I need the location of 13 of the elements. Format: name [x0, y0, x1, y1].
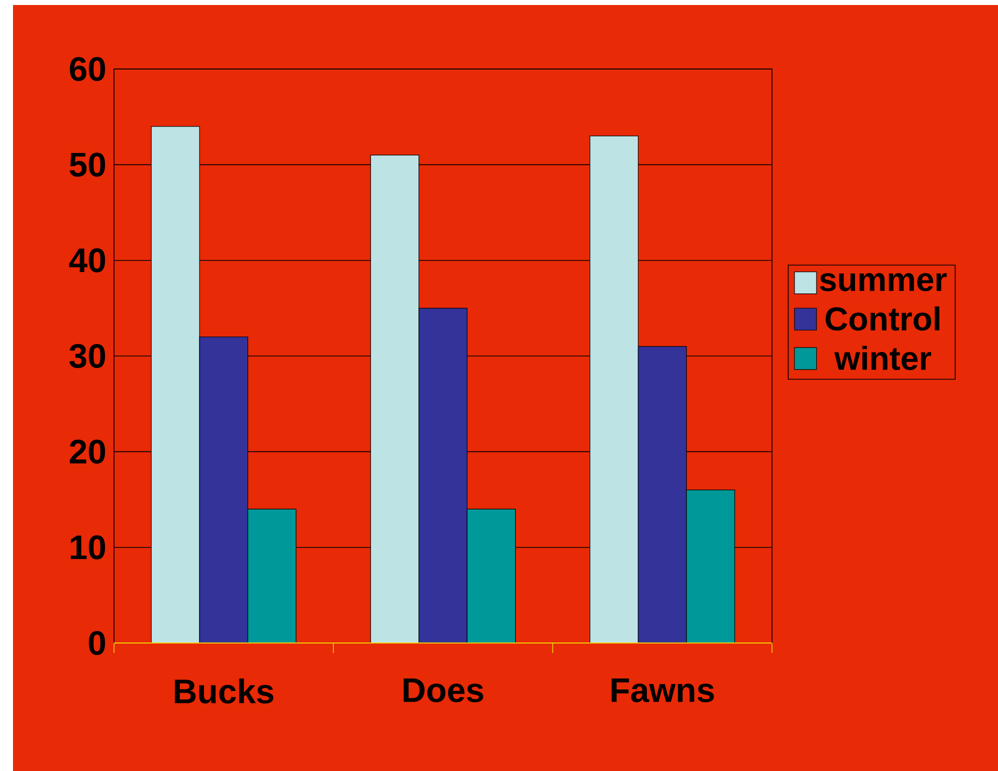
- legend-label: summer: [820, 273, 947, 292]
- y-tick-label: 60: [70, 56, 106, 82]
- legend-label: winter: [834, 346, 932, 370]
- x-tick-label: Bucks: [174, 678, 274, 704]
- y-tick-label: 40: [69, 248, 106, 272]
- y-tick-label: 20: [70, 440, 106, 464]
- y-tick-label: 50: [70, 152, 106, 177]
- y-tick-label: 10: [70, 535, 106, 560]
- legend-label: Control: [826, 306, 940, 331]
- y-tick-label: 0: [88, 630, 106, 656]
- x-tick-label: Fawns: [612, 678, 714, 702]
- x-tick-label: Does: [404, 678, 484, 702]
- y-tick-label: 30: [69, 344, 106, 368]
